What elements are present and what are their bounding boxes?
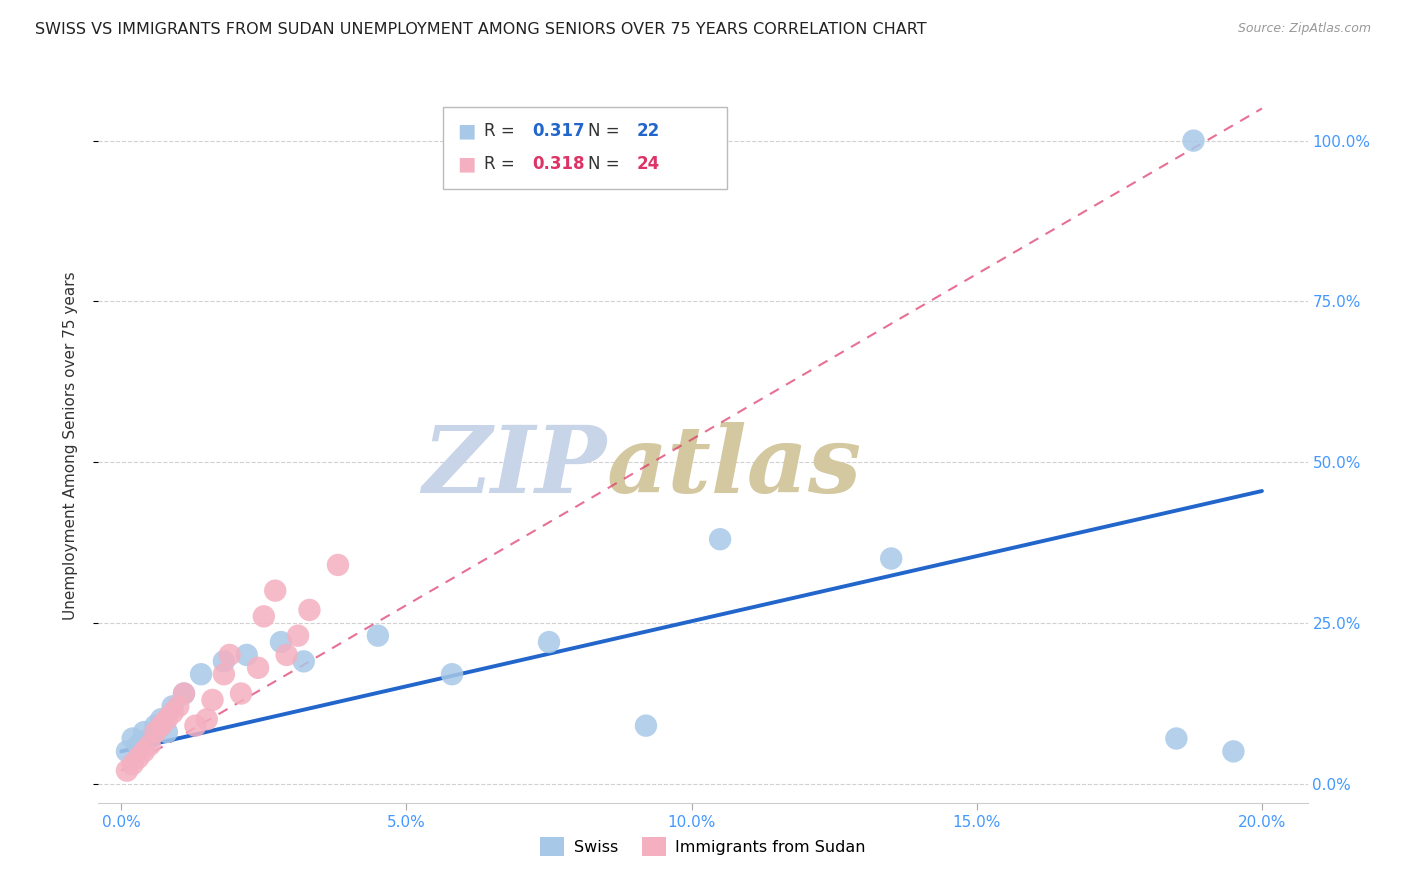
Point — [139, 738, 162, 752]
Point — [195, 712, 218, 726]
Point — [156, 712, 179, 726]
Point — [132, 725, 155, 739]
Point — [292, 654, 315, 668]
Point — [287, 629, 309, 643]
Legend: Swiss, Immigrants from Sudan: Swiss, Immigrants from Sudan — [534, 830, 872, 863]
Point — [150, 712, 173, 726]
Point — [276, 648, 298, 662]
Text: 0.318: 0.318 — [533, 155, 585, 173]
Point — [121, 757, 143, 772]
Bar — [443, 107, 727, 189]
Text: ■: ■ — [457, 154, 475, 174]
Point — [201, 693, 224, 707]
Point — [167, 699, 190, 714]
Point — [1222, 744, 1244, 758]
Point — [235, 648, 257, 662]
Point — [218, 648, 240, 662]
Text: 24: 24 — [637, 155, 659, 173]
Point — [326, 558, 349, 572]
Point — [150, 719, 173, 733]
Text: 22: 22 — [637, 121, 659, 139]
Point — [127, 751, 149, 765]
Y-axis label: Unemployment Among Seniors over 75 years: Unemployment Among Seniors over 75 years — [63, 272, 77, 620]
Point — [229, 686, 252, 700]
Point — [121, 731, 143, 746]
Point — [173, 686, 195, 700]
Point — [270, 635, 292, 649]
Text: SWISS VS IMMIGRANTS FROM SUDAN UNEMPLOYMENT AMONG SENIORS OVER 75 YEARS CORRELAT: SWISS VS IMMIGRANTS FROM SUDAN UNEMPLOYM… — [35, 22, 927, 37]
Point — [709, 533, 731, 547]
Point — [156, 725, 179, 739]
Point — [127, 738, 149, 752]
Point — [264, 583, 287, 598]
Point — [139, 731, 162, 746]
Point — [298, 603, 321, 617]
Point — [145, 725, 167, 739]
Point — [634, 719, 657, 733]
Point — [162, 706, 184, 720]
Point — [880, 551, 903, 566]
Point — [1182, 134, 1205, 148]
Point — [184, 719, 207, 733]
Point — [253, 609, 276, 624]
Text: R =: R = — [484, 155, 520, 173]
Text: N =: N = — [588, 155, 626, 173]
Point — [115, 764, 138, 778]
Text: Source: ZipAtlas.com: Source: ZipAtlas.com — [1237, 22, 1371, 36]
Point — [173, 686, 195, 700]
Point — [1166, 731, 1188, 746]
Point — [212, 654, 235, 668]
Text: R =: R = — [484, 121, 520, 139]
Point — [537, 635, 560, 649]
Text: 0.317: 0.317 — [533, 121, 585, 139]
Point — [115, 744, 138, 758]
Text: atlas: atlas — [606, 423, 862, 512]
Point — [247, 661, 270, 675]
Point — [212, 667, 235, 681]
Text: N =: N = — [588, 121, 626, 139]
Text: ZIP: ZIP — [422, 423, 606, 512]
Point — [145, 719, 167, 733]
Point — [190, 667, 212, 681]
Text: ■: ■ — [457, 121, 475, 140]
Point — [162, 699, 184, 714]
Point — [132, 744, 155, 758]
Point — [367, 629, 389, 643]
Point — [441, 667, 464, 681]
